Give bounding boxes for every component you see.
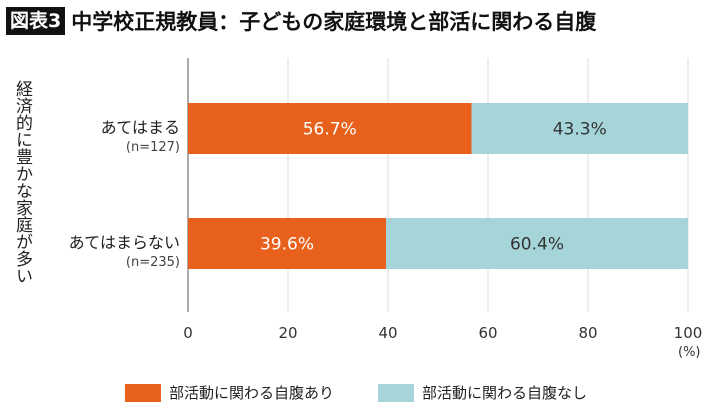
legend-swatch	[378, 383, 415, 402]
category-name: あてはまる	[100, 118, 180, 137]
legend-swatch	[125, 383, 161, 402]
legend-label: 部活動に関わる自腹あり	[169, 384, 335, 402]
legend: 部活動に関わる自腹あり 部活動に関わる自腹なし	[125, 382, 587, 403]
category-label: あてはまらない (n=235)	[69, 229, 180, 270]
category-n: (n=235)	[125, 255, 180, 270]
legend-label: 部活動に関わる自腹なし	[422, 384, 588, 402]
x-unit: (%)	[678, 345, 701, 360]
data-label: 43.3%	[553, 120, 607, 140]
bar-segment	[188, 218, 386, 269]
x-tick-label: 100	[674, 324, 703, 342]
title-text: 中学校正規教員：子どもの家庭環境と部活に関わる自腹	[71, 10, 597, 34]
bar-segment	[471, 103, 688, 154]
category-name: あてはまらない	[68, 233, 180, 252]
data-label: 39.6%	[260, 235, 314, 255]
bar-segment	[188, 103, 472, 154]
figure-badge: 図表3	[6, 7, 66, 35]
category-n: (n=127)	[125, 140, 180, 155]
x-tick-label: 0	[183, 324, 193, 342]
data-label: 60.4%	[510, 235, 564, 255]
x-tick-label: 40	[378, 324, 397, 342]
x-tick-label: 20	[278, 324, 297, 342]
x-tick-label: 60	[478, 324, 497, 342]
data-label: 56.7%	[303, 120, 357, 140]
x-tick-label: 80	[578, 324, 597, 342]
chart-title: 図表3 中学校正規教員：子どもの家庭環境と部活に関わる自腹	[6, 6, 596, 36]
category-label: あてはまる (n=127)	[101, 114, 180, 155]
group-label: 経済的に豊かな家庭が多い	[12, 80, 32, 284]
bar-segment	[386, 218, 688, 269]
